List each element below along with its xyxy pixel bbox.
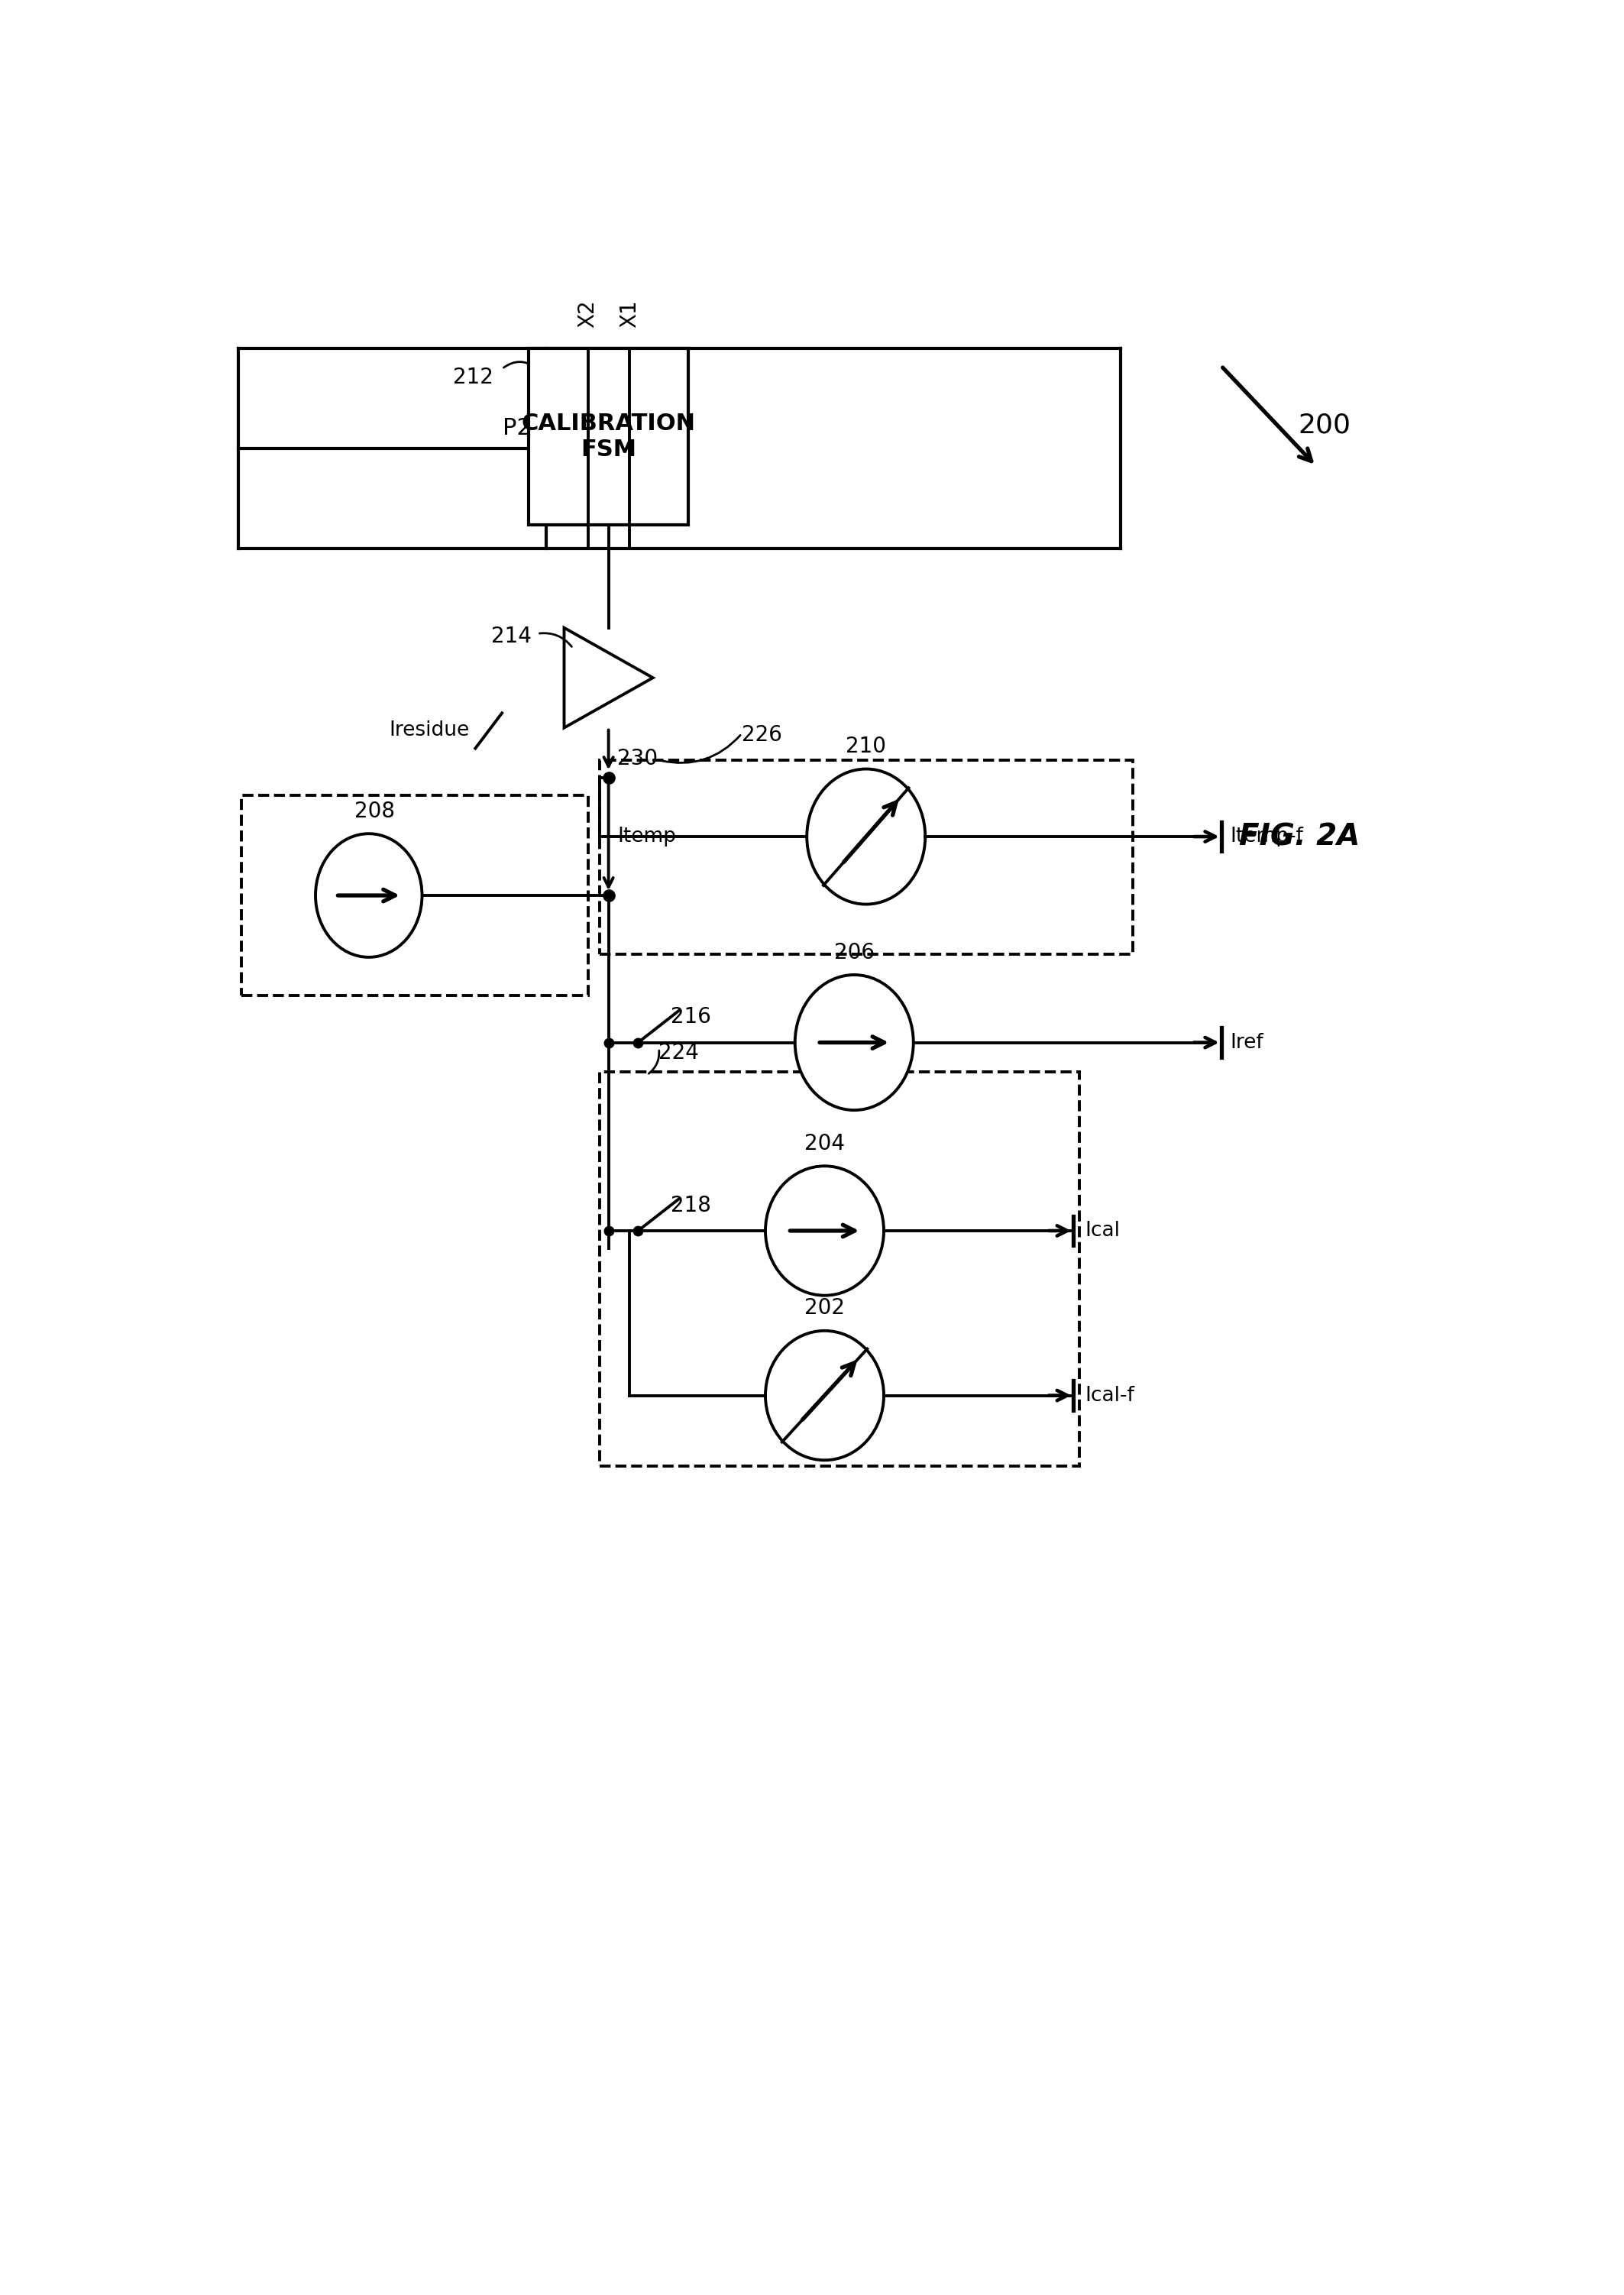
Bar <box>599 1072 1080 1467</box>
Text: Ical: Ical <box>1085 1221 1121 1242</box>
Text: 214: 214 <box>490 627 531 647</box>
Text: Iref: Iref <box>1229 1033 1263 1053</box>
Text: 218: 218 <box>671 1196 711 1216</box>
Text: 216: 216 <box>671 1008 711 1028</box>
Text: X1: X1 <box>619 301 640 328</box>
Ellipse shape <box>765 1331 883 1460</box>
Bar <box>242 796 588 996</box>
Ellipse shape <box>315 833 422 957</box>
Text: 230: 230 <box>617 748 658 769</box>
Text: 210: 210 <box>846 737 887 757</box>
Text: 200: 200 <box>1298 411 1351 438</box>
Text: FIG. 2A: FIG. 2A <box>1239 822 1359 851</box>
Ellipse shape <box>807 769 926 904</box>
Bar <box>528 349 689 526</box>
Text: CALIBRATION
FSM: CALIBRATION FSM <box>521 413 695 461</box>
Text: 208: 208 <box>354 801 395 822</box>
Bar <box>599 760 1132 955</box>
Text: Ical-f: Ical-f <box>1085 1386 1135 1405</box>
Text: 224: 224 <box>659 1042 700 1063</box>
Text: Itemp-f: Itemp-f <box>1229 826 1304 847</box>
Text: X2: X2 <box>577 301 599 328</box>
Text: 206: 206 <box>835 941 874 964</box>
Text: 204: 204 <box>804 1134 844 1154</box>
Ellipse shape <box>765 1166 883 1294</box>
Text: Itemp: Itemp <box>617 826 676 847</box>
Ellipse shape <box>796 975 913 1111</box>
Text: 226: 226 <box>742 723 783 746</box>
Text: 202: 202 <box>804 1297 844 1320</box>
Text: Iresidue: Iresidue <box>390 721 469 741</box>
Text: P2: P2 <box>503 418 531 441</box>
Text: P1: P1 <box>559 418 586 441</box>
Text: 212: 212 <box>453 367 494 388</box>
